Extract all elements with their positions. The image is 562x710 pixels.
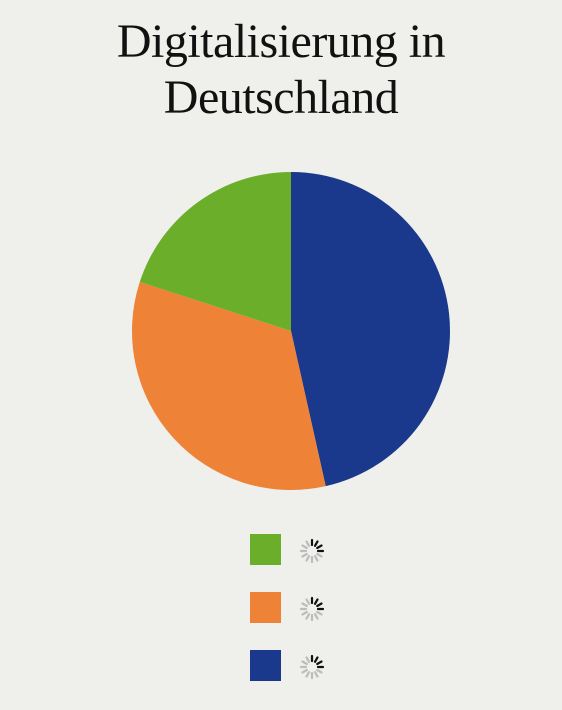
spinner-tick — [316, 552, 323, 558]
spinner-tick — [301, 552, 308, 558]
legend-item-orange — [250, 592, 370, 623]
spinner-tick — [316, 660, 323, 666]
spinner-tick — [313, 656, 319, 663]
spinner-tick — [301, 610, 308, 616]
chart-legend — [250, 534, 370, 708]
pie-slice-1 — [291, 172, 450, 487]
spinner-tick — [313, 598, 319, 605]
pie-slice-3 — [139, 172, 291, 331]
spinner-tick — [313, 540, 319, 547]
spinner-tick — [301, 602, 308, 608]
spinner-tick — [305, 598, 311, 605]
spinner-tick — [305, 540, 311, 547]
spinner-tick — [305, 613, 311, 620]
spinner-tick — [301, 660, 308, 666]
legend-swatch-green — [250, 534, 281, 565]
spinner-tick — [305, 555, 311, 562]
chart-title-line-1: Digitalisierung in — [116, 15, 446, 68]
spinner-tick — [301, 668, 308, 674]
spinner-tick — [313, 671, 319, 678]
spinner-tick — [316, 668, 323, 674]
loading-spinner-icon — [299, 538, 325, 564]
loading-spinner-icon — [299, 654, 325, 680]
spinner-tick — [305, 656, 311, 663]
legend-swatch-orange — [250, 592, 281, 623]
chart-title: Digitalisierung in Deutschland — [0, 14, 562, 126]
loading-spinner-icon — [299, 596, 325, 622]
spinner-tick — [316, 610, 323, 616]
legend-item-green — [250, 534, 370, 565]
spinner-tick — [313, 613, 319, 620]
pie-slice-2 — [131, 281, 326, 490]
spinner-tick — [305, 671, 311, 678]
spinner-tick — [313, 555, 319, 562]
chart-title-line-2: Deutschland — [163, 71, 399, 124]
spinner-tick — [301, 544, 308, 550]
legend-swatch-blue — [250, 650, 281, 681]
spinner-tick — [316, 544, 323, 550]
legend-item-blue — [250, 650, 370, 681]
spinner-tick — [316, 602, 323, 608]
